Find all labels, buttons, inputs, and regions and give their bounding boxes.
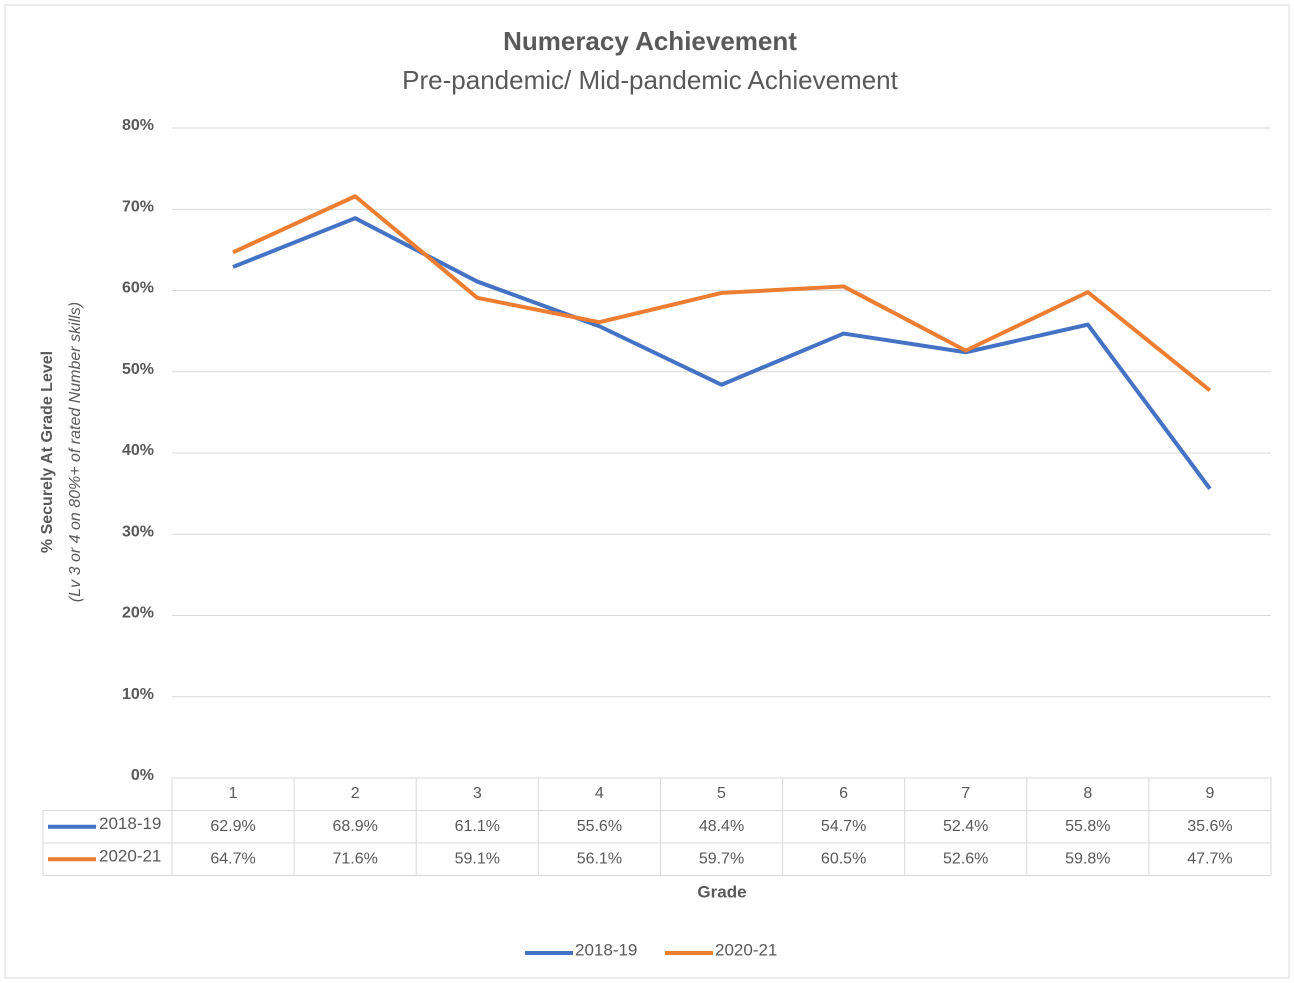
y-tick-label: 80% <box>122 117 154 134</box>
legend-label: 2018-19 <box>575 940 637 959</box>
table-value: 62.9% <box>210 818 255 835</box>
y-tick-label: 50% <box>122 361 154 378</box>
table-value: 61.1% <box>455 818 500 835</box>
x-tick-label: 9 <box>1205 785 1214 802</box>
table-value: 55.6% <box>577 818 622 835</box>
table-value: 54.7% <box>821 818 866 835</box>
y-axis-note: (Lv 3 or 4 on 80%+ of rated Number skill… <box>67 302 84 602</box>
table-value: 47.7% <box>1187 850 1232 867</box>
x-tick-label: 4 <box>595 785 604 802</box>
table-value: 71.6% <box>332 850 377 867</box>
x-tick-label: 5 <box>717 785 726 802</box>
table-series-name: 2018-19 <box>99 814 161 833</box>
x-tick-label: 2 <box>351 785 360 802</box>
table-value: 60.5% <box>821 850 866 867</box>
x-tick-label: 1 <box>229 785 238 802</box>
x-tick-label: 3 <box>473 785 482 802</box>
series-line <box>232 216 1212 490</box>
table-value: 52.4% <box>943 818 988 835</box>
table-value: 56.1% <box>577 850 622 867</box>
table-value: 64.7% <box>210 850 255 867</box>
table-value: 52.6% <box>943 850 988 867</box>
table-value: 59.1% <box>455 850 500 867</box>
chart-subtitle: Pre-pandemic/ Mid-pandemic Achievement <box>402 65 898 95</box>
chart-title: Numeracy Achievement <box>503 26 797 56</box>
table-value: 59.7% <box>699 850 744 867</box>
table-value: 35.6% <box>1187 818 1232 835</box>
x-tick-label: 6 <box>839 785 848 802</box>
y-tick-label: 10% <box>122 686 154 703</box>
y-tick-label: 30% <box>122 523 154 540</box>
table-value: 55.8% <box>1065 818 1110 835</box>
table-series-name: 2020-21 <box>99 847 161 866</box>
y-axis-title: % Securely At Grade Level <box>39 351 56 553</box>
table-value: 68.9% <box>332 818 377 835</box>
y-tick-label: 0% <box>131 767 154 784</box>
table-value: 59.8% <box>1065 850 1110 867</box>
legend-label: 2020-21 <box>715 940 777 959</box>
y-tick-label: 40% <box>122 442 154 459</box>
y-tick-label: 60% <box>122 280 154 297</box>
y-tick-label: 70% <box>122 198 154 215</box>
table-value: 48.4% <box>699 818 744 835</box>
y-tick-label: 20% <box>122 605 154 622</box>
chart-border <box>4 4 1290 979</box>
x-axis-title: Grade <box>697 882 746 901</box>
series-line <box>232 194 1212 392</box>
x-tick-label: 8 <box>1083 785 1092 802</box>
x-tick-label: 7 <box>961 785 970 802</box>
